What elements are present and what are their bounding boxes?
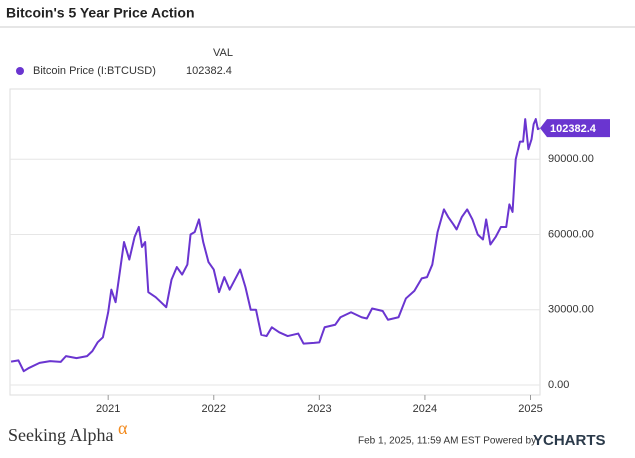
x-tick-label: 2025: [518, 403, 542, 415]
x-tick-label: 2022: [202, 403, 226, 415]
legend-value: 102382.4: [186, 65, 232, 77]
x-tick-label: 2024: [413, 403, 437, 415]
legend-header: VAL: [213, 47, 233, 59]
y-tick-label: 60000.00: [548, 228, 594, 240]
x-tick-label: 2021: [96, 403, 120, 415]
brand: YCHARTS: [533, 432, 606, 449]
legend-marker: [16, 67, 24, 75]
y-tick-label: 30000.00: [548, 304, 594, 316]
y-tick-label: 90000.00: [548, 153, 594, 165]
y-tick-label: 0.00: [548, 379, 569, 391]
chart-title: Bitcoin's 5 Year Price Action: [6, 5, 195, 21]
source-note: Feb 1, 2025, 11:59 AM EST Powered by: [358, 436, 536, 447]
publisher: Seeking Alpha: [8, 425, 114, 445]
last-value-label: 102382.4: [550, 123, 597, 135]
publisher-mark: α: [118, 418, 128, 438]
x-tick-label: 2023: [307, 403, 331, 415]
price-line: [10, 118, 540, 373]
last-value-tag: [540, 119, 610, 138]
legend-label: Bitcoin Price (I:BTCUSD): [33, 65, 156, 77]
plot-frame: [9, 88, 541, 396]
